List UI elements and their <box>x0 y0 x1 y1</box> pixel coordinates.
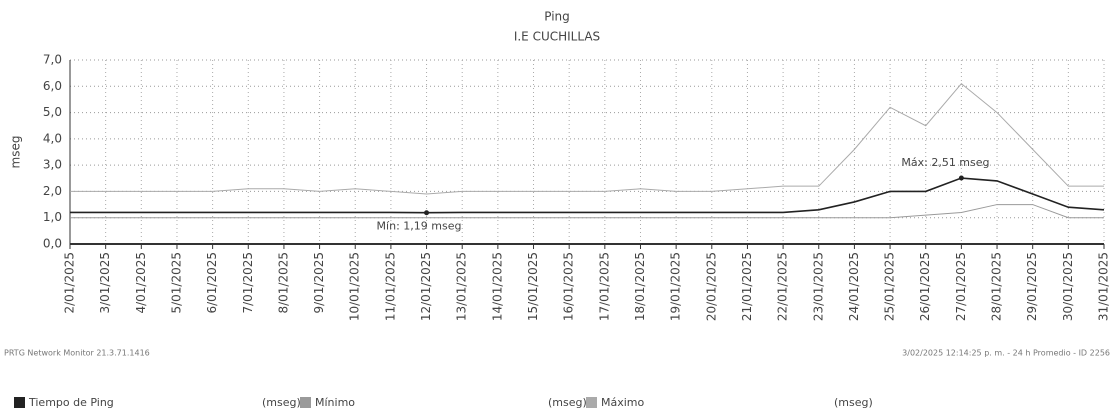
x-tick-label: 26/01/2025 <box>918 252 932 321</box>
x-tick-label: 5/01/2025 <box>169 252 183 314</box>
y-tick-label: 6,0 <box>43 79 62 93</box>
series-line <box>70 82 1104 195</box>
x-tick-label: 14/01/2025 <box>490 252 504 321</box>
x-tick-label: 11/01/2025 <box>383 252 397 321</box>
x-tick-label: 21/01/2025 <box>740 252 754 321</box>
series-line <box>70 204 1104 219</box>
x-tick-label: 20/01/2025 <box>704 252 718 321</box>
legend-label: Mínimo <box>315 396 355 409</box>
annotation-marker <box>958 175 964 181</box>
chart-subtitle: I.E CUCHILLAS <box>514 30 600 44</box>
x-tick-label: 10/01/2025 <box>348 252 362 321</box>
y-tick-label: 3,0 <box>43 158 62 172</box>
legend-unit: (mseg) <box>834 396 873 409</box>
chart-title: Ping <box>544 10 570 24</box>
x-tick-label: 30/01/2025 <box>1061 252 1075 321</box>
series-line <box>70 177 1105 214</box>
x-tick-label: 7/01/2025 <box>241 252 255 314</box>
legend-swatch <box>586 397 597 408</box>
y-tick-label: 5,0 <box>43 105 62 119</box>
x-tick-label: 3/01/2025 <box>98 252 112 314</box>
x-tick-label: 27/01/2025 <box>954 252 968 321</box>
y-tick-label: 7,0 <box>43 53 62 67</box>
x-tick-label: 8/01/2025 <box>276 252 290 314</box>
x-tick-label: 23/01/2025 <box>811 252 825 321</box>
x-tick-label: 19/01/2025 <box>669 252 683 321</box>
x-tick-label: 2/01/2025 <box>63 252 77 314</box>
annotation-marker <box>424 210 430 216</box>
y-tick-label: 4,0 <box>43 131 62 145</box>
x-tick-label: 18/01/2025 <box>633 252 647 321</box>
x-tick-label: 24/01/2025 <box>847 252 861 321</box>
x-tick-label: 4/01/2025 <box>134 252 148 314</box>
x-tick-label: 17/01/2025 <box>597 252 611 321</box>
x-tick-label: 28/01/2025 <box>990 252 1004 321</box>
x-tick-label: 9/01/2025 <box>312 252 326 314</box>
annotation-label: Máx: 2,51 mseg <box>901 156 989 169</box>
legend-swatch <box>14 397 25 408</box>
x-tick-label: 22/01/2025 <box>776 252 790 321</box>
x-tick-label: 13/01/2025 <box>455 252 469 321</box>
x-tick-label: 25/01/2025 <box>883 252 897 321</box>
y-tick-label: 0,0 <box>43 237 62 251</box>
x-tick-label: 6/01/2025 <box>205 252 219 314</box>
y-tick-label: 2,0 <box>43 184 62 198</box>
legend-label: Tiempo de Ping <box>28 396 114 409</box>
x-tick-label: 31/01/2025 <box>1097 252 1111 321</box>
legend-swatch <box>300 397 311 408</box>
y-tick-label: 1,0 <box>43 210 62 224</box>
x-tick-label: 12/01/2025 <box>419 252 433 321</box>
x-tick-label: 29/01/2025 <box>1025 252 1039 321</box>
legend-unit: (mseg) <box>262 396 301 409</box>
legend-label: Máximo <box>601 396 645 409</box>
x-tick-label: 15/01/2025 <box>526 252 540 321</box>
footer-left: PRTG Network Monitor 21.3.71.1416 <box>4 349 150 358</box>
y-axis-label: mseg <box>9 136 23 169</box>
annotation-label: Mín: 1,19 mseg <box>377 220 462 233</box>
footer-right: 3/02/2025 12:14:25 p. m. - 24 h Promedio… <box>902 349 1110 358</box>
x-tick-label: 16/01/2025 <box>562 252 576 321</box>
legend-unit: (mseg) <box>548 396 587 409</box>
